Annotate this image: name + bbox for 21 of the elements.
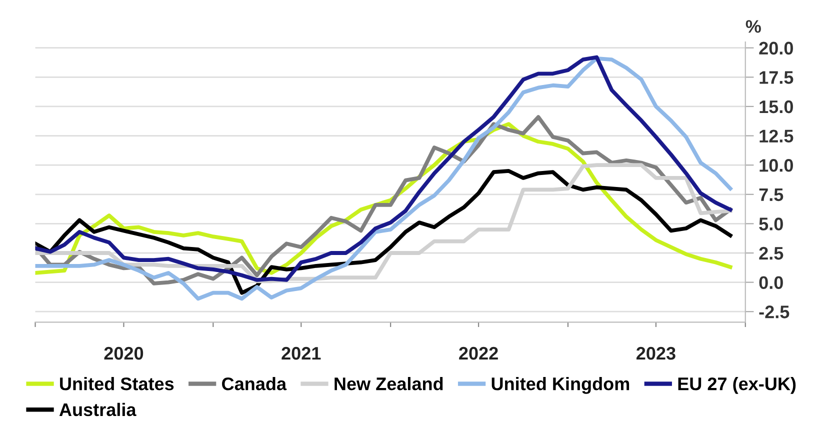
y-tick-label: 5.0 [759,218,783,230]
y-tick-label: 12.5 [760,130,794,142]
x-tick-label: 2022 [459,346,498,360]
legend-label: Australia [59,402,136,416]
x-tick-label: 2020 [104,346,144,360]
y-axis-title: % [746,20,761,33]
legend-label: New Zealand [334,377,443,390]
legend-label: United States [60,377,174,390]
x-tick-label: 2023 [636,346,676,360]
y-tick-label: 10.0 [760,159,793,172]
y-tick-label: 7.5 [759,188,784,202]
legend-label: United Kingdom [492,377,630,394]
legend-label: EU 27 (ex-UK) [678,377,796,394]
y-tick-label: 20.0 [759,42,793,55]
y-tick-label: 17.5 [760,71,794,84]
y-tick-label: 2.5 [759,246,784,260]
x-tick-label: 2021 [282,346,321,360]
y-tick-label: 0.0 [759,276,783,290]
legend-label: Canada [222,377,287,390]
y-tick-label: -2.5 [759,306,790,318]
y-tick-label: 15.0 [760,100,793,114]
